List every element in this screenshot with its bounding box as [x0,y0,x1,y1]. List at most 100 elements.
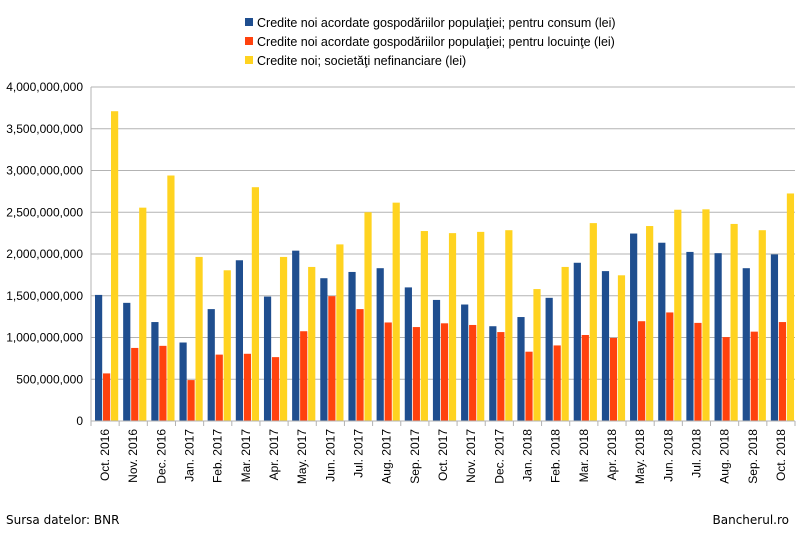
y-tick-label: 1,500,000,000 [6,289,83,303]
bar [686,251,694,421]
bar [384,322,392,421]
x-tick-label: Jan. 2017 [183,429,197,482]
bar [638,321,646,421]
bar [271,357,280,421]
bar [139,207,147,421]
bar [786,193,795,421]
bar [95,294,103,421]
bar [601,271,610,421]
bar [328,296,336,421]
y-tick-label: 3,500,000,000 [6,122,83,136]
x-tick-label: Sep. 2017 [408,429,422,484]
x-tick-label: Dec. 2016 [154,429,168,484]
bar [251,187,259,421]
bar [666,312,674,421]
bar [505,230,513,421]
bar [404,287,412,421]
bar [658,242,666,421]
legend-swatch [245,37,253,45]
bar [123,302,131,421]
bar [489,326,497,421]
legend-label: Credite noi acordate gospodăriilor popul… [257,16,616,30]
legend-swatch [245,56,253,64]
bar [432,299,441,421]
legend-label: Credite noi acordate gospodăriilor popul… [257,35,615,49]
x-tick-label: Sep. 2018 [746,429,760,484]
bar [750,331,758,421]
bar [376,268,384,421]
x-tick-label: Jun. 2018 [661,429,675,482]
bars [95,111,795,421]
bar [336,244,344,421]
bar [589,223,597,421]
x-tick-label: Dec. 2017 [492,429,506,484]
bar [131,347,139,421]
y-tick-label: 500,000,000 [16,372,83,386]
y-axis-tick-labels: 0 500,000,000 1,000,000,000 1,500,000,000 2,… [6,80,83,428]
bar [533,289,541,421]
bar [207,309,215,421]
bar [573,262,581,421]
bar [235,260,243,421]
axes [90,87,796,426]
legend-label: Credite noi; societăţi nefinanciare (lei… [257,54,466,68]
bar [525,351,533,421]
bar [187,380,195,421]
x-tick-label: May. 2017 [295,429,309,484]
x-tick-label: Apr. 2017 [267,429,281,481]
bar [111,111,119,421]
bar [581,334,589,421]
bar [279,256,288,421]
bar [477,231,485,421]
y-tick-label: 0 [76,414,83,428]
x-tick-label: Feb. 2017 [211,429,225,483]
bar [103,373,111,421]
x-tick-label: Oct. 2017 [436,429,450,481]
x-axis-tick-labels: Oct. 2016 Nov. 2016 Dec. 2016 Jan. 2017 Feb.… [98,429,788,484]
bar [674,209,682,421]
bar [561,266,569,421]
bar [215,354,223,421]
bar [646,226,654,421]
y-tick-label: 2,500,000,000 [6,205,83,219]
bar [348,271,356,421]
bar [461,304,469,421]
data-source-note: Sursa datelor: BNR [6,513,120,527]
x-tick-label: Jun. 2017 [323,429,337,482]
bar [440,323,449,421]
bar [179,342,187,421]
bar [778,322,787,421]
bar [263,296,272,421]
x-tick-label: Feb. 2018 [549,429,563,483]
x-tick-label: Oct. 2018 [774,429,788,481]
bar [517,317,525,421]
bar [553,345,561,421]
bar [292,250,300,421]
bar [630,233,638,421]
bar [412,327,420,421]
bar [195,256,203,421]
bar [320,278,328,421]
x-tick-label: May. 2018 [633,429,647,484]
bar [742,268,750,421]
bar [151,322,159,421]
x-tick-label: Mar. 2017 [239,429,253,483]
bar [758,230,766,421]
bar [770,254,779,421]
x-tick-label: Jan. 2018 [520,429,534,482]
bar [300,331,308,421]
legend-swatch [245,18,253,26]
bar [702,209,710,421]
x-tick-label: Jul. 2018 [689,429,703,478]
x-tick-label: Apr. 2018 [605,429,619,481]
bar [469,324,477,421]
x-tick-label: Aug. 2018 [718,429,732,484]
bar [448,233,457,421]
bar [356,309,364,421]
y-tick-label: 1,000,000,000 [6,331,83,345]
bar [420,231,428,421]
x-tick-label: Nov. 2016 [126,429,140,483]
bar [497,332,505,421]
y-tick-label: 4,000,000,000 [6,80,83,94]
